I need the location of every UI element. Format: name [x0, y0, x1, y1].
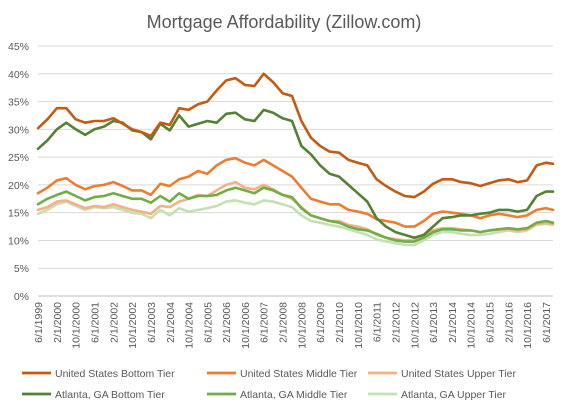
legend-label: Atlanta, GA Upper Tier — [401, 389, 507, 401]
x-tick-label: 2/1/2004 — [165, 302, 177, 343]
y-tick-label: 30% — [8, 124, 29, 136]
x-tick-label: 10/1/2004 — [184, 302, 196, 349]
x-tick-label: 6/1/2003 — [146, 302, 158, 343]
series-line-5 — [36, 186, 555, 243]
y-tick-label: 20% — [8, 180, 29, 192]
y-tick-label: 40% — [8, 69, 29, 81]
y-tick-label: 25% — [8, 152, 29, 164]
series-lines — [36, 72, 555, 247]
x-tick-label: 2/1/2014 — [447, 302, 459, 343]
legend-label: United States Upper Tier — [401, 368, 516, 380]
y-tick-label: 0% — [14, 291, 29, 303]
legend-label: Atlanta, GA Bottom Tier — [55, 389, 165, 401]
x-tick-label: 10/1/2012 — [409, 302, 421, 349]
series-line-1 — [36, 72, 555, 199]
grid-lines — [38, 45, 553, 297]
y-tick-label: 5% — [14, 263, 29, 275]
x-tick-label: 10/1/2000 — [71, 302, 83, 349]
x-tick-label: 2/1/2002 — [108, 302, 120, 343]
x-tick-label: 2/1/2000 — [52, 302, 64, 343]
x-tick-label: 10/1/2016 — [522, 302, 534, 349]
x-tick-label: 10/1/2014 — [466, 302, 478, 349]
x-tick-label: 6/1/2007 — [259, 302, 271, 343]
x-tick-label: 2/1/2006 — [221, 302, 233, 343]
x-tick-label: 10/1/2006 — [240, 302, 252, 349]
x-tick-label: 2/1/2016 — [503, 302, 515, 343]
y-tick-label: 45% — [8, 41, 29, 53]
legend-label: United States Middle Tier — [240, 368, 358, 380]
x-tick-label: 6/1/2017 — [541, 302, 553, 343]
x-tick-label: 6/1/2005 — [202, 302, 214, 343]
x-tick-label: 2/1/2008 — [278, 302, 290, 343]
x-axis-ticks: 6/1/1999 2/1/2000 10/1/2000 6/1/2001 2/1/200… — [33, 302, 553, 349]
y-axis-ticks: 0% 5% 10% 15% 20% 25% 30% 35% 40% 45% — [8, 41, 29, 303]
y-tick-label: 35% — [8, 97, 29, 109]
chart-title: Mortgage Affordability (Zillow.com) — [147, 12, 422, 32]
x-tick-label: 2/1/2010 — [334, 302, 346, 343]
x-tick-label: 6/1/2009 — [315, 302, 327, 343]
legend-label: Atlanta, GA Middle Tier — [240, 389, 348, 401]
x-tick-label: 2/1/2012 — [390, 302, 402, 343]
x-tick-label: 10/1/2002 — [127, 302, 139, 349]
series-line-6 — [36, 199, 555, 247]
x-tick-label: 6/1/2015 — [484, 302, 496, 343]
x-tick-label: 6/1/2013 — [428, 302, 440, 343]
legend-label: United States Bottom Tier — [55, 368, 175, 380]
y-tick-label: 10% — [8, 235, 29, 247]
x-tick-label: 6/1/2001 — [89, 302, 101, 343]
x-tick-label: 10/1/2008 — [296, 302, 308, 349]
legend: United States Bottom Tier United States M… — [22, 368, 516, 401]
x-tick-label: 6/1/1999 — [33, 302, 45, 343]
y-tick-label: 15% — [8, 208, 29, 220]
x-tick-label: 10/1/2010 — [353, 302, 365, 349]
x-tick-label: 6/1/2011 — [372, 302, 384, 342]
